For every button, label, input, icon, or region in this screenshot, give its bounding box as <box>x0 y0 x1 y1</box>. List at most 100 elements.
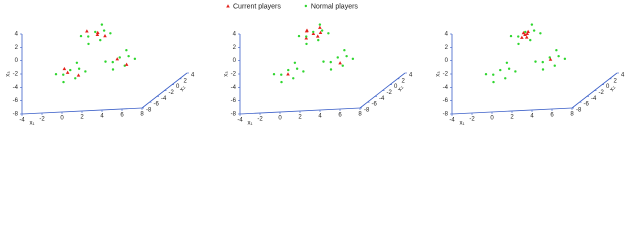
point <box>541 68 545 71</box>
point <box>102 29 106 32</box>
point <box>125 48 128 52</box>
point <box>523 32 527 36</box>
point <box>104 60 107 63</box>
y-tick-label: -8 <box>364 108 370 114</box>
point <box>521 31 526 35</box>
point <box>79 34 83 38</box>
point <box>94 30 97 34</box>
point <box>351 57 355 61</box>
point <box>62 66 67 71</box>
x-tick-label: 6 <box>338 113 342 119</box>
y-tick-label: -8 <box>146 108 152 114</box>
z-axis-label: x₃ <box>6 71 12 77</box>
point <box>514 70 517 73</box>
point <box>539 32 542 35</box>
point <box>322 60 325 63</box>
point <box>127 54 130 58</box>
x-axis-label: x₁ <box>247 121 252 127</box>
point <box>315 34 320 38</box>
point <box>336 56 339 59</box>
point <box>505 61 509 64</box>
legend-label: Current players <box>233 3 281 10</box>
point <box>76 73 81 77</box>
point <box>311 31 316 35</box>
point <box>563 57 567 61</box>
z-tick-label: -8 <box>231 112 237 118</box>
y-tick-label: 2 <box>184 78 188 84</box>
point <box>320 29 324 32</box>
y-tick-label: -2 <box>387 90 393 96</box>
x-tick-label: -4 <box>19 118 25 124</box>
z-tick-label: 0 <box>445 58 449 64</box>
y-tick-label: 2 <box>402 78 406 84</box>
y-tick-label: -2 <box>599 90 605 96</box>
point <box>100 23 104 26</box>
x-tick-label: 8 <box>570 112 574 118</box>
point <box>272 73 276 76</box>
y-tick-label: -4 <box>379 96 385 102</box>
x-tick-label: 6 <box>120 113 124 119</box>
point <box>297 34 301 38</box>
point <box>318 23 322 26</box>
point <box>318 25 322 29</box>
legend-label: Normal players <box>311 3 359 10</box>
z-tick-label: -8 <box>443 112 449 118</box>
point <box>109 32 112 35</box>
point <box>304 36 309 40</box>
point <box>124 62 129 66</box>
z-tick-label: -8 <box>13 112 19 118</box>
point <box>85 29 89 33</box>
z-tick-label: 4 <box>233 32 237 38</box>
z-tick-label: 2 <box>445 45 449 51</box>
y-tick-label: 2 <box>614 78 618 84</box>
point <box>65 70 70 74</box>
x-tick-label: -4 <box>449 118 455 124</box>
x-tick-label: 2 <box>510 115 514 121</box>
y-tick-label: 0 <box>394 84 398 90</box>
point <box>62 80 65 84</box>
z-axis-label: x₃ <box>436 71 442 77</box>
point <box>87 35 90 38</box>
point <box>304 4 308 8</box>
point <box>54 73 58 76</box>
point <box>305 42 308 46</box>
page: -4 -2 0 2 4 6 8 -8 -6 -4 -2 0 2 4 -8 -6 -4 -2 0 2 4 x₁ x₂ x₃ -4-… <box>5 3 625 127</box>
point <box>329 60 332 64</box>
point <box>317 38 320 42</box>
point <box>226 4 230 8</box>
point <box>292 77 295 80</box>
point <box>499 68 502 72</box>
point <box>548 57 553 61</box>
y-tick-label: -6 <box>584 102 590 108</box>
z-tick-label: -6 <box>231 98 237 104</box>
y-tick-label: 0 <box>176 84 180 90</box>
x-tick-label: 2 <box>298 115 302 121</box>
y-tick-label: 4 <box>409 73 413 79</box>
x-tick-label: 0 <box>278 116 282 122</box>
point <box>341 64 344 67</box>
point <box>524 35 529 39</box>
y-axis-label: x₂ <box>609 84 617 92</box>
z-tick-label: -2 <box>231 72 237 78</box>
point <box>343 48 346 52</box>
y-tick-label: 0 <box>606 84 610 90</box>
point <box>62 73 65 76</box>
z-tick-label: -6 <box>13 98 19 104</box>
point <box>532 29 536 32</box>
y-tick-label: -4 <box>161 96 167 102</box>
x-tick-label: 4 <box>100 114 104 120</box>
y-tick-label: -8 <box>576 108 582 114</box>
point <box>95 30 100 34</box>
point <box>312 30 315 34</box>
y-tick-label: 4 <box>191 73 195 79</box>
point <box>524 30 527 34</box>
x-tick-label: -2 <box>469 117 475 123</box>
point <box>74 77 77 80</box>
point <box>77 67 81 70</box>
point <box>492 73 495 76</box>
point <box>504 77 507 80</box>
z-tick-label: 4 <box>15 32 19 38</box>
z-tick-label: -4 <box>443 85 449 91</box>
point <box>318 30 323 35</box>
